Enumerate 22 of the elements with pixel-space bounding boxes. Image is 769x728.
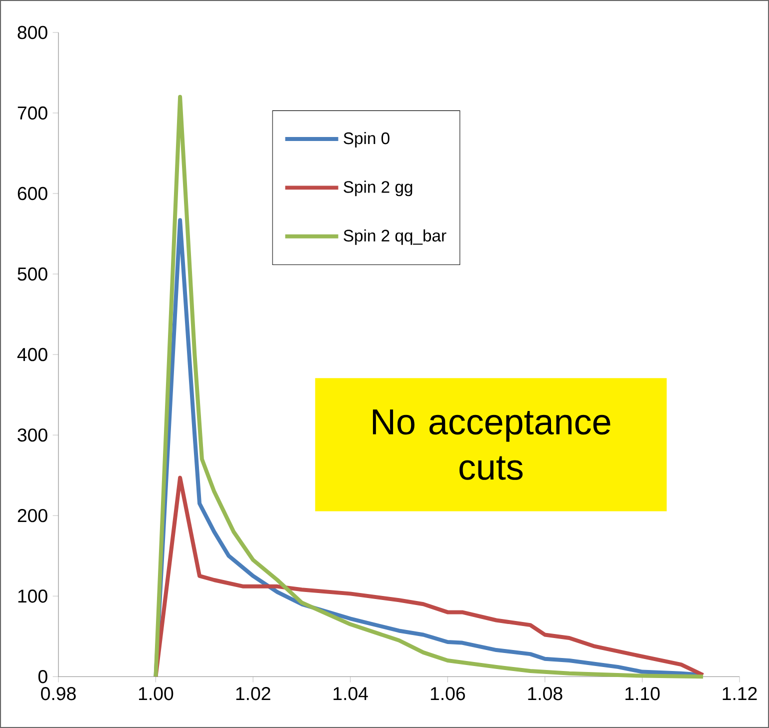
- y-tick-label: 200: [18, 508, 48, 522]
- x-tick-label: 1.12: [722, 686, 757, 700]
- y-tick-label: 600: [18, 186, 48, 200]
- x-tick-label: 0.98: [41, 686, 76, 700]
- x-tick-label: 1.06: [430, 686, 465, 700]
- line-series: [154, 94, 706, 679]
- y-tick-label: 400: [17, 348, 48, 362]
- y-tick-label: 100: [18, 589, 48, 603]
- y-tick-label: 500: [18, 267, 48, 281]
- y-tick-label: 800: [18, 26, 48, 40]
- y-tick-label: 700: [18, 106, 48, 120]
- y-tick-label: 0: [38, 670, 48, 684]
- x-tick-label: 1.04: [334, 686, 368, 700]
- legend-label: Spin 2 qq_bar: [344, 229, 446, 245]
- annotation: No acceptance cuts: [372, 410, 610, 480]
- x-tick-label: 1.08: [528, 686, 562, 700]
- x-tick-label: 1.00: [139, 686, 174, 700]
- legend-label: Spin 2 gg: [344, 180, 412, 196]
- x-tick-label: 1.02: [236, 686, 270, 700]
- legend-label: Spin 0: [344, 132, 390, 148]
- x-tick-label: 1.10: [626, 686, 660, 700]
- y-tick-label: 300: [18, 428, 48, 442]
